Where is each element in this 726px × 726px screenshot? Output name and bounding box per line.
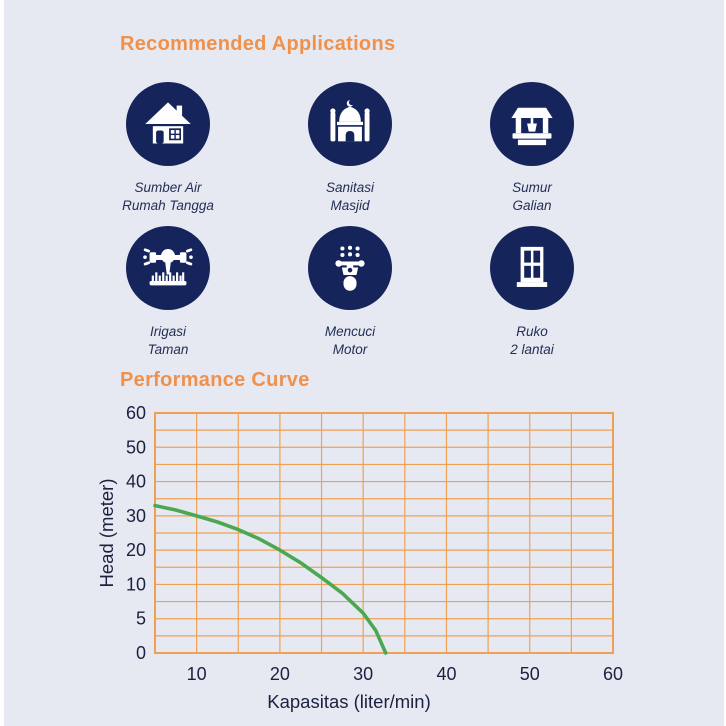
application-item-house: Sumber Air Rumah Tangga	[77, 82, 259, 215]
y-tick-label: 60	[126, 403, 146, 423]
well-icon	[490, 82, 574, 166]
two-story-window-icon	[490, 226, 574, 310]
y-tick-label: 0	[136, 643, 146, 663]
x-tick-label: 20	[270, 664, 290, 684]
y-axis-title: Head (meter)	[96, 479, 117, 588]
y-tick-label: 20	[126, 540, 146, 560]
sprinkler-icon	[126, 226, 210, 310]
x-tick-label: 60	[603, 664, 623, 684]
x-tick-label: 30	[353, 664, 373, 684]
application-item-well: Sumur Galian	[441, 82, 623, 215]
x-tick-label: 40	[436, 664, 456, 684]
y-tick-label: 40	[126, 472, 146, 492]
application-label: Sanitasi Masjid	[325, 180, 375, 214]
y-tick-label: 50	[126, 437, 146, 457]
house-icon	[126, 82, 210, 166]
mosque-icon	[308, 82, 392, 166]
application-label: Irigasi Taman	[147, 324, 189, 358]
x-tick-label: 10	[187, 664, 207, 684]
application-item-shophouse: Ruko 2 lantai	[441, 226, 623, 359]
application-label: Ruko 2 lantai	[510, 324, 554, 358]
y-tick-label: 30	[126, 506, 146, 526]
pump-head-curve	[153, 503, 388, 655]
application-label: Sumur Galian	[512, 180, 552, 214]
y-tick-label: 10	[126, 574, 146, 594]
application-item-sprinkler: Irigasi Taman	[77, 226, 259, 359]
applications-row-2: Irigasi Taman Mencuci Moto	[77, 226, 623, 359]
applications-section-title: Recommended Applications	[120, 33, 396, 55]
application-label: Sumber Air Rumah Tangga	[122, 180, 214, 214]
application-item-scooter: Mencuci Motor	[259, 226, 441, 359]
y-tick-label: 5	[136, 609, 146, 629]
right-edge-strip	[724, 0, 726, 726]
performance-section-title: Performance Curve	[120, 369, 310, 391]
scooter-icon	[308, 226, 392, 310]
performance-curve-chart: 60 50 40 30 20 10 5 0 10 20 30 40 50 60 Kapasitas (lit…	[0, 400, 726, 726]
x-tick-label: 50	[520, 664, 540, 684]
left-edge-strip	[0, 0, 4, 726]
application-label: Mencuci Motor	[324, 324, 376, 358]
application-item-mosque: Sanitasi Masjid	[259, 82, 441, 215]
x-axis-title: Kapasitas (liter/min)	[267, 691, 430, 712]
applications-row-1: Sumber Air Rumah Tangga Sanitasi Masjid	[77, 82, 623, 215]
